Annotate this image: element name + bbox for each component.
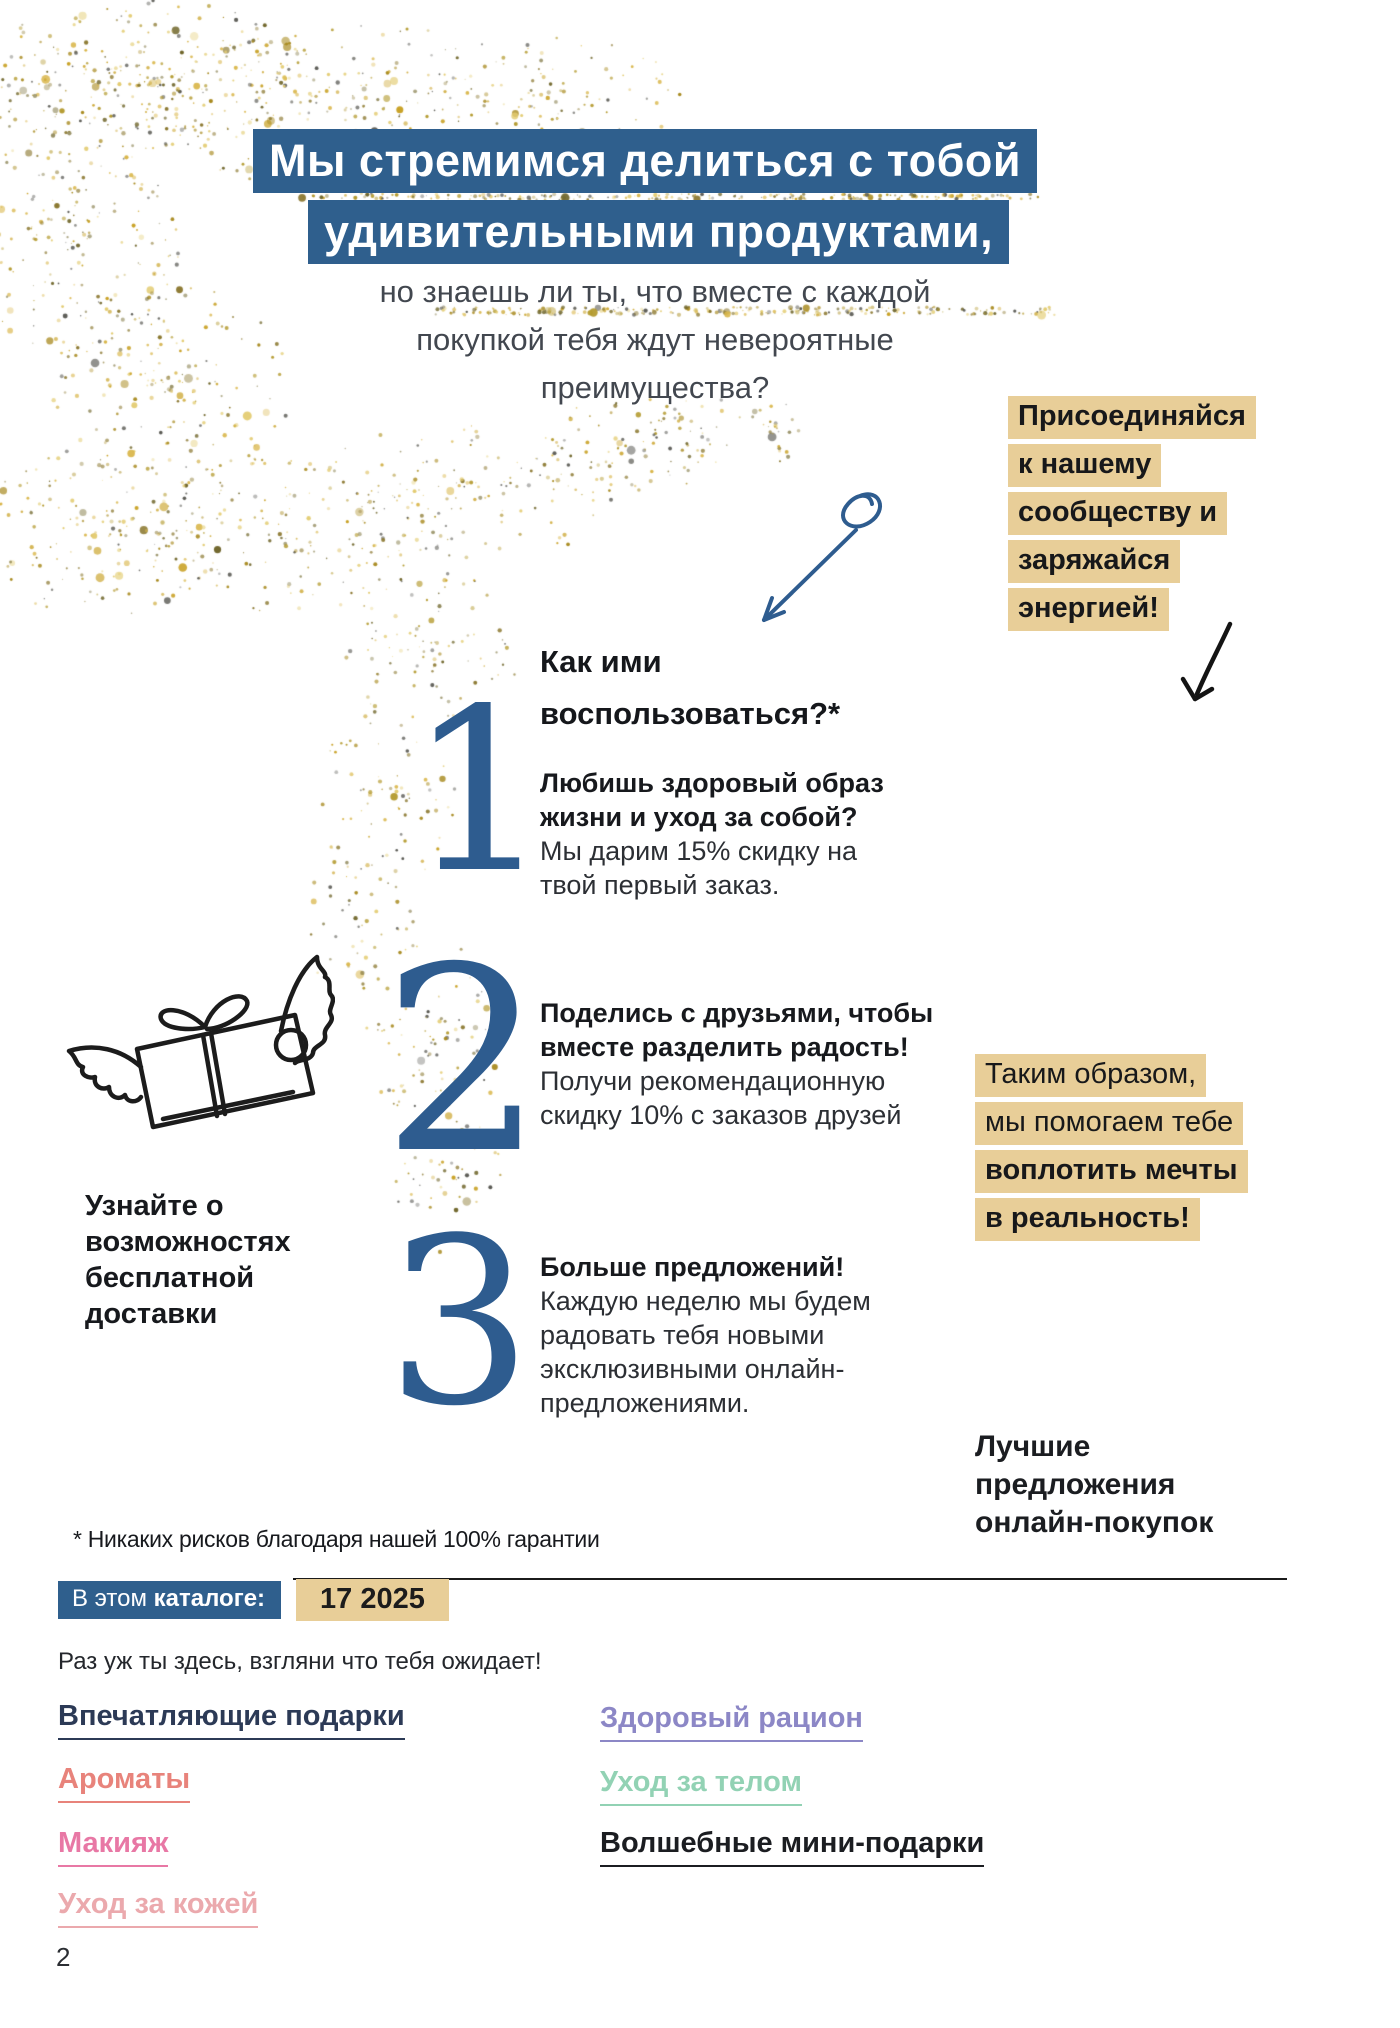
best-offers-line: Лучшие (975, 1430, 1091, 1463)
step-text-line: Каждую неделю мы будем (540, 1286, 871, 1316)
step-text-line: Мы дарим 15% скидку на (540, 836, 858, 866)
catalog-label-regular: В этом (72, 1585, 154, 1612)
teaser-text: Раз уж ты здесь, взгляни что тебя ожидае… (58, 1648, 542, 1675)
callout-line: Присоединяйся (1008, 396, 1256, 439)
link-magic-mini-gifts[interactable]: Волшебные мини-подарки (600, 1827, 985, 1867)
step-text-line: предложениями. (540, 1388, 750, 1418)
catalog-issue-badge: 17 2025 (296, 1579, 449, 1621)
how-to-heading: Как ими воспользоваться?* (540, 636, 840, 740)
link-impressive-gifts[interactable]: Впечатляющие подарки (58, 1700, 405, 1740)
link-body-care[interactable]: Уход за телом (600, 1766, 802, 1806)
hero-title-line-1: Мы стремимся делиться с тобой (253, 129, 1038, 193)
how-to-heading-line: воспользоваться?* (540, 696, 841, 731)
link-skincare[interactable]: Уход за кожей (58, 1888, 259, 1928)
best-offers-line: онлайн-покупок (975, 1506, 1214, 1539)
link-fragrances[interactable]: Ароматы (58, 1763, 191, 1803)
community-callout: Присоединяйся к нашему сообществу и заря… (1008, 396, 1256, 636)
dreams-callout: Таким образом, мы помогаем тебе воплотит… (975, 1054, 1248, 1246)
hero-subtitle-line: покупкой тебя ждут невероятные (416, 322, 894, 357)
delivery-note-line: бесплатной (85, 1262, 255, 1294)
step-1-text: Любишь здоровый образ жизни и уход за со… (540, 766, 884, 902)
step-text-line: скидку 10% с заказов друзей (540, 1100, 902, 1130)
step-text-line: радовать тебя новыми (540, 1320, 825, 1350)
free-delivery-note: Узнайте о возможностях бесплатной достав… (85, 1188, 291, 1332)
hero-title-line-2: удивительными продуктами, (308, 200, 1010, 264)
callout-line: энергией! (1008, 588, 1169, 631)
down-arrow-icon (1180, 621, 1233, 702)
catalog-label-badge: В этом каталоге: (58, 1581, 282, 1619)
best-offers-heading: Лучшие предложения онлайн-покупок (975, 1428, 1213, 1542)
step-text-line: жизни и уход за собой? (540, 802, 858, 832)
step-1-numeral: 1 (408, 661, 552, 923)
hero-subtitle-line: но знаешь ли ты, что вместе с каждой (379, 274, 931, 309)
step-3-numeral: 3 (386, 1190, 533, 1457)
step-2-text: Поделись с друзьями, чтобы вместе раздел… (540, 996, 933, 1132)
how-to-heading-line: Как ими (540, 644, 662, 679)
step-text-line: твой первый заказ. (540, 870, 780, 900)
delivery-note-line: доставки (85, 1298, 218, 1330)
callout-line: Таким образом, (975, 1054, 1207, 1097)
link-healthy-diet[interactable]: Здоровый рацион (600, 1702, 863, 1742)
step-2-numeral: 2 (382, 913, 545, 1210)
step-text-line: Больше предложений! (540, 1252, 845, 1282)
callout-line: воплотить мечты (975, 1150, 1248, 1193)
step-text-line: Любишь здоровый образ (540, 768, 884, 798)
callout-line: сообществу и (1008, 492, 1228, 535)
catalog-label-bold: каталоге: (153, 1585, 266, 1612)
guarantee-footnote: * Никаких рисков благодаря нашей 100% га… (73, 1526, 600, 1552)
callout-line: к нашему (1008, 444, 1162, 487)
callout-line: в реальность! (975, 1198, 1200, 1241)
step-3-text: Больше предложений! Каждую неделю мы буд… (540, 1250, 871, 1420)
delivery-note-line: возможностях (85, 1226, 291, 1258)
callout-line: мы помогаем тебе (975, 1102, 1244, 1145)
hero-subtitle: но знаешь ли ты, что вместе с каждой пок… (320, 268, 990, 412)
section-divider (293, 1578, 1287, 1580)
link-makeup[interactable]: Макияж (58, 1827, 169, 1867)
step-text-line: вместе разделить радость! (540, 1032, 909, 1062)
curly-arrow-icon (762, 492, 882, 622)
best-offers-line: предложения (975, 1468, 1176, 1501)
step-text-line: Получи рекомендационную (540, 1066, 886, 1096)
step-text-line: Поделись с друзьями, чтобы (540, 998, 934, 1028)
flying-gift-icon (66, 954, 335, 1130)
page-number: 2 (56, 1942, 71, 1972)
step-text-line: эксклюзивными онлайн- (540, 1354, 845, 1384)
callout-line: заряжайся (1008, 540, 1181, 583)
delivery-note-line: Узнайте о (85, 1190, 224, 1222)
hero-subtitle-line: преимущества? (540, 370, 770, 405)
